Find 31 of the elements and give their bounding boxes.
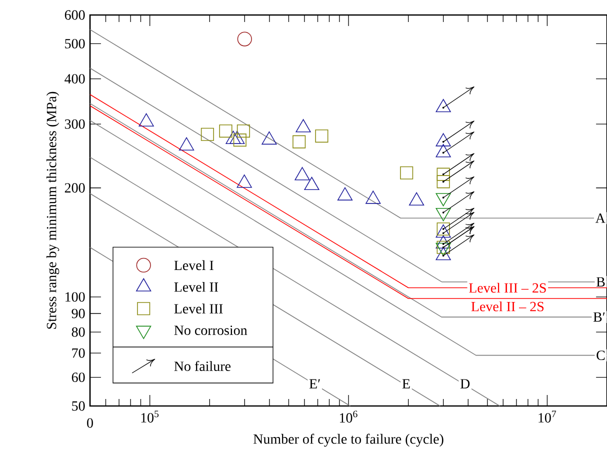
x-tick-label: 10$^{7}$ [538,410,556,423]
series-label: A [595,214,606,223]
y-tick-label: 80 [72,327,85,337]
legend-label: No corrosion [174,326,248,336]
y-tick-label: 500 [65,38,85,48]
x-tick-label: 10$^{5}$ [141,410,159,423]
x-axis-title: Number of cycle to failure (cycle) [253,434,444,447]
y-tick-label: 70 [72,348,85,358]
y-tick-label: 400 [64,74,85,84]
legend-label: Level II [174,282,218,292]
series-label: E′ [309,379,320,388]
series-label: E [402,379,410,388]
series-label: C [596,350,605,360]
y-tick-label: 200 [64,183,85,193]
legend-label: No failure [174,361,231,372]
y-tick-label: 300 [64,119,85,129]
legend-label: Level I [174,260,214,270]
text: 0 [87,418,93,428]
y-axis-title: Stress range by minimum thickness (MPa) [46,92,60,329]
series-label: Level III – 2S [469,282,546,293]
y-tick-label: 60 [72,372,85,382]
y-tick-label: 90 [72,308,85,318]
series-label: D [460,379,470,388]
x-tick-label: 10$^{6}$ [340,410,358,423]
legend-label: Level III [174,304,223,314]
series-label: B′ [593,312,605,322]
series-label: B [596,277,605,287]
y-tick-label: 100 [66,292,85,302]
y-tick-label: 600 [64,10,85,20]
y-tick-label: 50 [72,401,85,411]
series-label: Level II – 2S [471,301,544,312]
